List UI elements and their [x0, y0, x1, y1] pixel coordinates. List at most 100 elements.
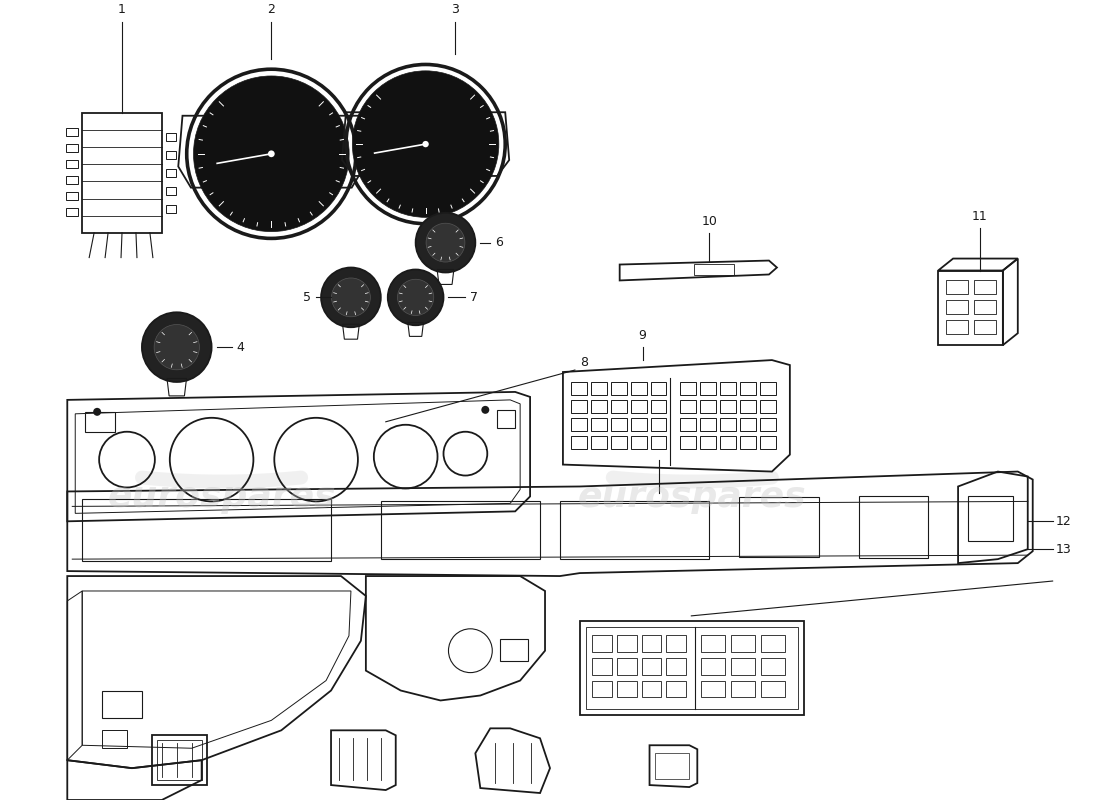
Text: 10: 10	[702, 214, 717, 228]
Bar	[586, 627, 798, 710]
Circle shape	[331, 278, 371, 317]
Bar	[701, 382, 716, 395]
Bar	[761, 681, 785, 698]
Circle shape	[142, 312, 211, 382]
Bar	[667, 634, 686, 652]
Circle shape	[194, 76, 349, 232]
Bar	[66, 208, 78, 216]
Bar	[974, 281, 996, 294]
Text: 6: 6	[495, 236, 503, 249]
Text: eurospares: eurospares	[107, 481, 336, 514]
Circle shape	[388, 270, 443, 326]
Bar	[610, 400, 627, 413]
Bar	[610, 418, 627, 430]
Bar	[740, 436, 756, 449]
Bar	[641, 658, 661, 674]
Bar	[946, 300, 968, 314]
Bar	[592, 634, 612, 652]
Bar	[66, 128, 78, 136]
Bar	[591, 400, 607, 413]
Bar	[591, 436, 607, 449]
Bar	[760, 382, 775, 395]
Bar	[667, 681, 686, 698]
Circle shape	[352, 71, 498, 218]
Bar	[946, 281, 968, 294]
Bar	[720, 382, 736, 395]
Bar	[740, 382, 756, 395]
Circle shape	[416, 213, 475, 273]
Bar	[760, 400, 775, 413]
Text: 4: 4	[236, 341, 244, 354]
Text: 8: 8	[580, 355, 587, 369]
Circle shape	[426, 223, 465, 262]
Bar	[571, 436, 586, 449]
Bar	[938, 270, 1003, 345]
Bar	[694, 263, 734, 275]
Circle shape	[397, 279, 433, 315]
Bar	[702, 634, 725, 652]
Bar	[617, 681, 637, 698]
Bar	[66, 176, 78, 184]
Bar	[617, 658, 637, 674]
Bar	[740, 400, 756, 413]
Bar	[701, 418, 716, 430]
Bar	[82, 114, 162, 233]
Bar	[974, 320, 996, 334]
Bar	[681, 400, 696, 413]
Bar	[630, 418, 647, 430]
Bar	[102, 690, 142, 718]
Circle shape	[321, 267, 381, 327]
Circle shape	[154, 325, 199, 370]
Bar	[166, 205, 176, 213]
Bar	[560, 502, 710, 559]
Bar	[381, 502, 540, 559]
Text: 9: 9	[639, 329, 647, 342]
Bar	[760, 418, 775, 430]
Bar	[858, 497, 928, 558]
Bar	[761, 658, 785, 674]
Bar	[701, 400, 716, 413]
Text: 11: 11	[972, 210, 988, 222]
Text: 3: 3	[451, 2, 460, 16]
Bar	[591, 418, 607, 430]
Text: 1: 1	[118, 2, 127, 16]
Bar	[702, 681, 725, 698]
Bar	[720, 400, 736, 413]
Bar	[66, 192, 78, 200]
Bar	[610, 436, 627, 449]
Bar	[617, 634, 637, 652]
Bar	[66, 160, 78, 168]
Bar	[591, 382, 607, 395]
Bar	[760, 436, 775, 449]
Circle shape	[94, 408, 101, 416]
Bar	[641, 634, 661, 652]
Text: 2: 2	[267, 2, 275, 16]
Bar	[102, 730, 126, 748]
Bar	[166, 187, 176, 195]
Bar	[974, 300, 996, 314]
Bar	[732, 634, 755, 652]
Bar	[82, 499, 331, 561]
Bar	[946, 320, 968, 334]
Text: eurospares: eurospares	[578, 481, 806, 514]
Bar	[571, 382, 586, 395]
Bar	[66, 144, 78, 152]
Bar	[571, 400, 586, 413]
Bar	[732, 681, 755, 698]
Text: 5: 5	[304, 291, 311, 304]
Bar	[630, 400, 647, 413]
Bar	[610, 382, 627, 395]
Bar	[720, 418, 736, 430]
Bar	[968, 497, 1013, 542]
Bar	[630, 382, 647, 395]
Bar	[740, 418, 756, 430]
Bar	[650, 382, 667, 395]
Circle shape	[268, 150, 275, 157]
Bar	[701, 436, 716, 449]
Bar	[630, 436, 647, 449]
Bar	[761, 634, 785, 652]
Bar	[720, 436, 736, 449]
Bar	[85, 412, 116, 432]
Bar	[702, 658, 725, 674]
Circle shape	[422, 141, 429, 147]
